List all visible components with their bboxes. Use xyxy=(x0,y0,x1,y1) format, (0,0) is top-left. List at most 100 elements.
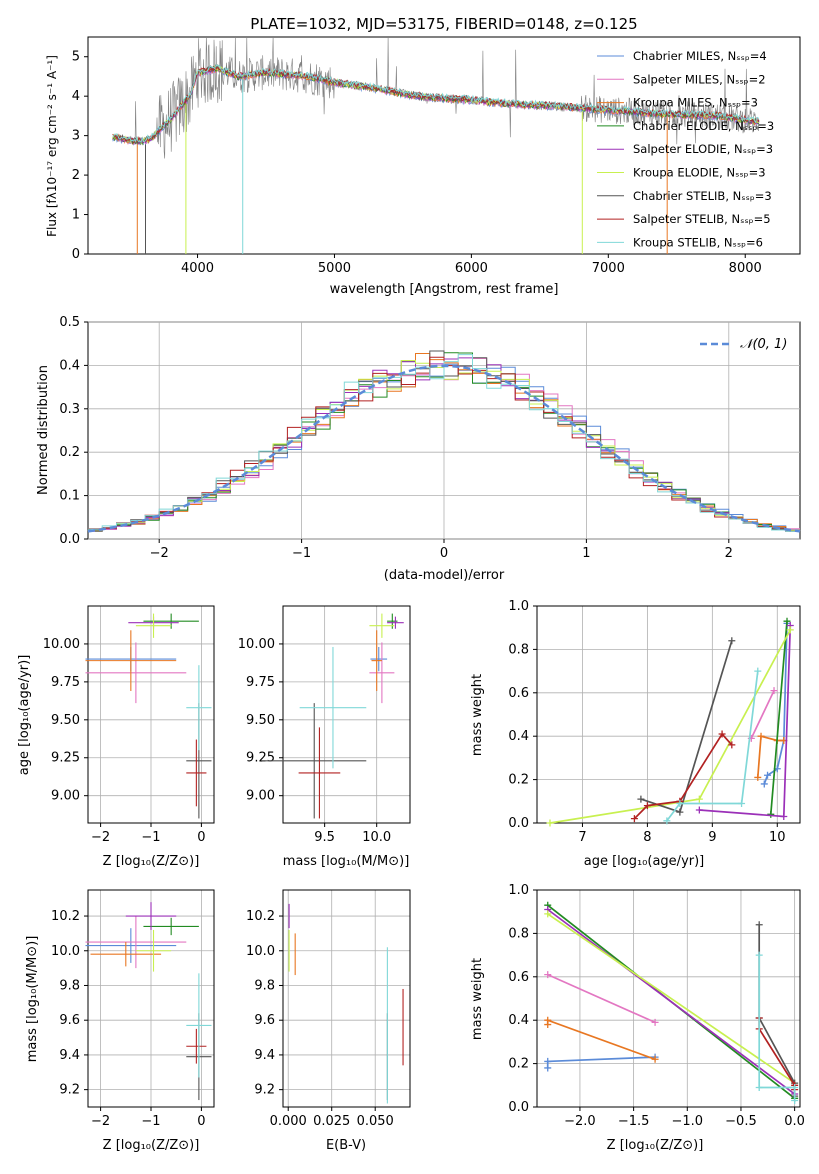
weight-marker-kroupa_elodie xyxy=(786,626,794,634)
weight-vs-age-xtick-label: 8 xyxy=(643,830,651,845)
weight-marker-chabrier_stelib xyxy=(728,637,736,645)
legend-label-kroupa_miles: Kroupa MILES, Nₛₛₚ=3 xyxy=(633,96,758,110)
age-vs-mass-grid xyxy=(283,606,410,823)
age-vs-Z-grid xyxy=(88,606,214,823)
weight-marker-chabrier_miles xyxy=(760,780,768,788)
residuals-panel: −2 −1 0 1 2 0.0 0.1 0.2 0.3 0.4 0.5 (data-model)/e… xyxy=(36,315,801,583)
weight-marker-salpeter_elodie xyxy=(695,806,703,814)
errorbar-chabrier_elodie xyxy=(143,613,199,629)
weight-marker-chabrier_stelib xyxy=(755,921,763,929)
legend-label-chabrier_elodie: Chabrier ELODIE, Nₛₛₚ=3 xyxy=(633,119,774,133)
legend-label-salpeter_miles: Salpeter MILES, Nₛₛₚ=2 xyxy=(633,72,766,86)
weight-vs-Z-ytick-label: 0.0 xyxy=(508,1100,529,1115)
normal-legend-label: 𝒩(0, 1) xyxy=(740,337,787,352)
residuals-ytick-label: 0.5 xyxy=(59,315,80,330)
mass-vs-Z-ytick-label: 10.0 xyxy=(51,944,80,959)
weight-marker-kroupa_stelib xyxy=(755,1083,763,1091)
residuals-ytick-label: 0.3 xyxy=(59,402,80,417)
age-vs-mass-ytick-label: 9.75 xyxy=(246,675,275,690)
errorbar-chabrier_stelib xyxy=(262,703,367,819)
weight-marker-kroupa_miles xyxy=(544,1016,552,1024)
residuals-ylabel: Normed distribution xyxy=(36,365,51,495)
weight-vs-age-grid xyxy=(537,605,800,824)
age-vs-Z-axes-frame xyxy=(87,605,215,824)
age-vs-mass-errorbars xyxy=(262,613,404,819)
errorbar-salpeter_elodie xyxy=(387,616,404,629)
weight-marker-chabrier_miles xyxy=(544,1057,552,1065)
spectrum-legend: Chabrier MILES, Nₛₛₚ=4 Salpeter MILES, Nₛ… xyxy=(597,49,774,249)
mass-vs-Z-errorbars xyxy=(85,902,212,1101)
weight-vs-age-xtick-label: 7 xyxy=(578,830,586,845)
weight-marker-kroupa_miles xyxy=(754,773,762,781)
weight-vs-age-ytick-label: 0.8 xyxy=(508,642,529,657)
weight-vs-age-lines xyxy=(546,617,794,827)
spectrum-panel: PLATE=1032, MJD=53175, FIBERID=0148, z=0… xyxy=(45,15,801,297)
mass-vs-z-xlabel: Z [log₁₀(Z/Z⊙)] xyxy=(103,1138,200,1153)
weight-marker-kroupa_elodie xyxy=(544,910,552,918)
weight-marker-salpeter_stelib xyxy=(643,802,651,810)
weight-vs-Z-axes-frame xyxy=(536,889,801,1108)
spectrum-xtick-label: 5000 xyxy=(318,261,351,276)
residuals-xtick-label: −1 xyxy=(292,546,311,561)
spectrum-xtick-label: 8000 xyxy=(729,261,762,276)
weight-marker-kroupa_stelib xyxy=(738,799,746,807)
weight-marker-kroupa_stelib xyxy=(755,951,763,959)
residuals-xtick-label: 0 xyxy=(440,546,448,561)
age-vs-Z-xtick-label: −2 xyxy=(91,830,110,845)
weight-marker-salpeter_miles xyxy=(770,687,778,695)
mass-vs-EBV-ytick-label: 9.4 xyxy=(254,1048,275,1063)
age-vs-mass-ytick-label: 9.50 xyxy=(246,713,275,728)
legend-label-chabrier_stelib: Chabrier STELIB, Nₛₛₚ=3 xyxy=(633,189,772,203)
mass-vs-Z-ytick-label: 9.8 xyxy=(59,978,80,993)
errorbar-chabrier_miles xyxy=(85,928,177,963)
weight-line-kroupa_stelib xyxy=(758,955,796,1101)
weight-vs-z-ylabel: mass weight xyxy=(470,958,485,1040)
mass-vs-z-panel: Z [log₁₀(Z/Z⊙)] mass [log₁₀(M/M⊙)] −2 −1 0… xyxy=(25,889,215,1153)
normal-curve xyxy=(87,364,801,533)
age-vs-mass-xlabel: mass [log₁₀(M/M⊙)] xyxy=(283,854,410,869)
errorbar-kroupa_miles xyxy=(85,630,177,691)
errorbar-kroupa_miles xyxy=(371,630,382,691)
weight-marker-chabrier_elodie xyxy=(767,810,775,818)
weight-vs-Z-ytick-label: 0.2 xyxy=(508,1057,529,1072)
mass-vs-EBV-grid xyxy=(283,890,410,1107)
weight-marker-salpeter_miles xyxy=(651,1018,659,1026)
weight-vs-age-ytick-label: 1.0 xyxy=(508,599,529,614)
weight-marker-salpeter_stelib xyxy=(630,815,638,823)
errorbar-kroupa_elodie xyxy=(135,613,172,638)
weight-marker-salpeter_elodie xyxy=(780,812,788,820)
spectrum-title: PLATE=1032, MJD=53175, FIBERID=0148, z=0… xyxy=(250,15,637,33)
weight-marker-chabrier_miles xyxy=(544,1064,552,1072)
weight-marker-salpeter_miles xyxy=(544,971,552,979)
weight-marker-chabrier_elodie xyxy=(783,617,791,625)
errorbar-salpeter_elodie xyxy=(125,902,177,930)
mass-vs-ebv-xlabel: E(B-V) xyxy=(326,1138,366,1153)
residuals-ytick-label: 0.2 xyxy=(59,445,80,460)
weight-vs-age-ytick-label: 0.6 xyxy=(508,686,529,701)
legend-label-chabrier_miles: Chabrier MILES, Nₛₛₚ=4 xyxy=(633,49,767,63)
weight-vs-Z-ytick-label: 1.0 xyxy=(508,883,529,898)
mass-vs-EBV-xtick-label: 0.050 xyxy=(357,1114,394,1129)
mass-vs-Z-ytick-label: 9.2 xyxy=(59,1083,80,1098)
mass-vs-EBV-axes-frame xyxy=(282,889,411,1108)
errorbar-salpeter_stelib xyxy=(186,739,207,807)
age-vs-Z-ytick-label: 10.00 xyxy=(43,637,80,652)
residuals-histograms xyxy=(87,350,801,533)
weight-vs-Z-xtick-label: −2.0 xyxy=(564,1114,596,1129)
age-vs-mass-xtick-label: 10.0 xyxy=(362,830,391,845)
age-vs-Z-ytick-label: 9.00 xyxy=(51,789,80,804)
spectrum-ylabel: Flux [fλ10⁻¹⁷ erg cm⁻² s⁻¹ A⁻¹] xyxy=(45,55,59,237)
residuals-xtick-label: 2 xyxy=(725,546,733,561)
errorbar-kroupa_stelib xyxy=(186,973,212,1078)
weight-vs-age-xtick-label: 9 xyxy=(708,830,716,845)
mass-vs-EBV-ytick-label: 10.0 xyxy=(246,944,275,959)
weight-marker-kroupa_elodie xyxy=(546,819,554,827)
spectrum-models-layer xyxy=(112,63,760,146)
errorbar-chabrier_elodie xyxy=(143,917,199,936)
weight-marker-chabrier_miles xyxy=(764,771,772,779)
weight-line-salpeter_miles xyxy=(750,690,775,739)
residuals-xtick-label: 1 xyxy=(582,546,590,561)
weight-vs-Z-ytick-label: 0.6 xyxy=(508,970,529,985)
weight-vs-age-ytick-label: 0.4 xyxy=(508,729,529,744)
